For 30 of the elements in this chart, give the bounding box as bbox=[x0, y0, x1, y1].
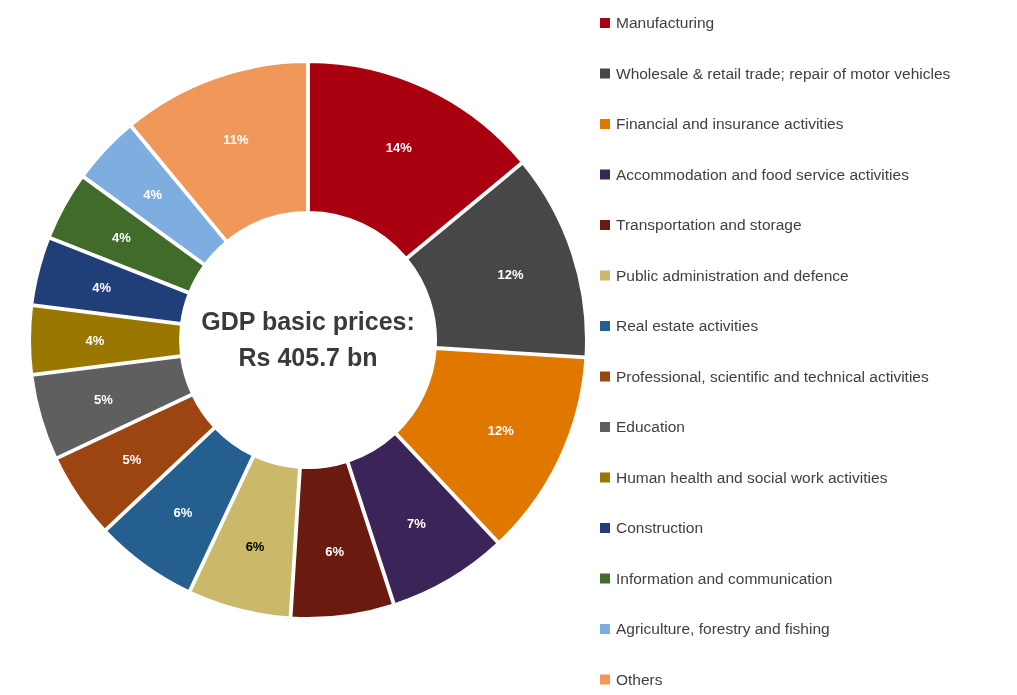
data-label: 11% bbox=[223, 132, 249, 148]
legend-label: Agriculture, forestry and fishing bbox=[616, 620, 830, 638]
legend-label: Information and communication bbox=[616, 569, 833, 587]
data-label: 12% bbox=[497, 266, 525, 282]
legend-label: Construction bbox=[616, 519, 704, 537]
data-label: 5% bbox=[122, 452, 142, 468]
legend-label: Human health and social work activities bbox=[616, 468, 888, 486]
data-label: 6% bbox=[173, 504, 193, 520]
legend-label: Public administration and defence bbox=[616, 266, 849, 284]
data-label: 7% bbox=[407, 515, 427, 531]
legend-label: Manufacturing bbox=[616, 14, 715, 32]
text: Rs 405.7 bn bbox=[238, 343, 378, 371]
legend-label: Wholesale & retail trade; repair of motor vehicles bbox=[616, 64, 951, 82]
data-label: 14% bbox=[385, 139, 413, 155]
data-label: 4% bbox=[85, 332, 105, 348]
legend-label: Others bbox=[616, 670, 663, 688]
legend-label: Transportation and storage bbox=[616, 216, 802, 234]
data-label: 6% bbox=[245, 538, 265, 554]
data-label: 4% bbox=[111, 229, 132, 245]
data-label: 4% bbox=[143, 186, 163, 202]
data-label: 6% bbox=[325, 543, 345, 559]
legend-label: Education bbox=[616, 418, 685, 436]
legend-label: Accommodation and food service activities bbox=[616, 165, 910, 183]
legend-label: Professional, scientific and technical activities bbox=[616, 367, 929, 385]
legend-label: Financial and insurance activities bbox=[616, 115, 844, 133]
data-label: 12% bbox=[487, 423, 515, 439]
data-label: 5% bbox=[94, 391, 114, 407]
text: GDP basic prices: bbox=[201, 307, 415, 335]
legend-label: Real estate activities bbox=[616, 317, 759, 335]
data-label: 4% bbox=[92, 279, 112, 295]
